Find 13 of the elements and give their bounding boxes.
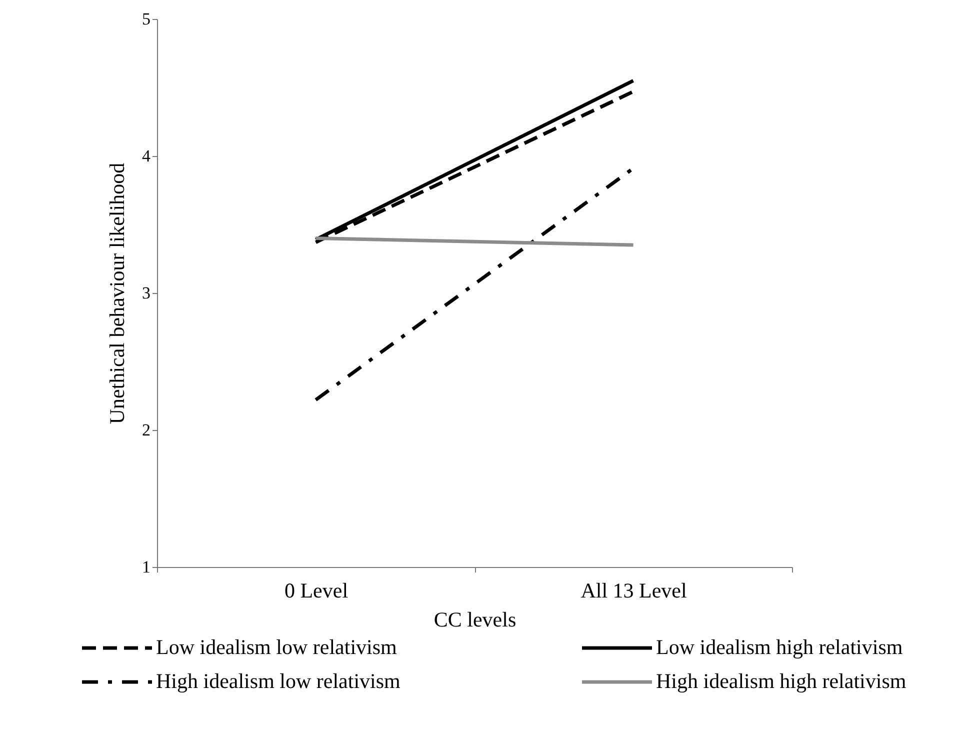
y-tick-label: 5 xyxy=(142,10,150,28)
x-tick-label: All 13 Level xyxy=(580,578,687,602)
legend-label: Low idealism high relativism xyxy=(656,635,903,659)
legend-label: High idealism high relativism xyxy=(656,669,906,693)
y-tick-label: 1 xyxy=(142,558,150,576)
legend-label: High idealism low relativism xyxy=(156,669,400,693)
y-tick-label: 3 xyxy=(142,284,150,302)
y-tick-label: 4 xyxy=(142,146,151,166)
x-tick-label: 0 Level xyxy=(284,578,348,602)
legend-label: Low idealism low relativism xyxy=(156,635,397,659)
y-axis-title: Unethical behaviour likelihood xyxy=(105,162,129,424)
y-tick-label: 2 xyxy=(142,420,150,440)
x-axis-title: CC levels xyxy=(434,608,516,632)
